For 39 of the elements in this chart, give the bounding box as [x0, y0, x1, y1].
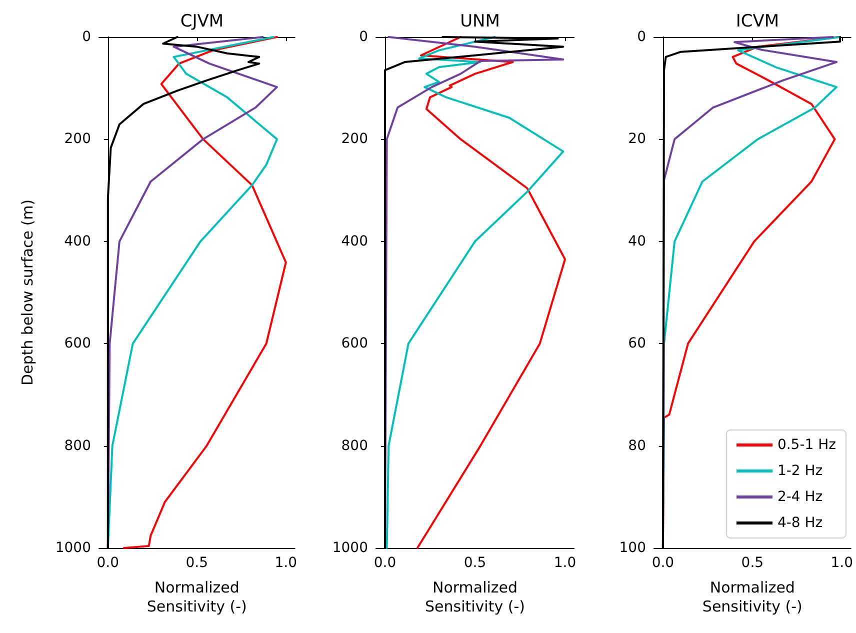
y-tick-label: 1000 — [55, 540, 91, 556]
x-tick-label: 0.5 — [741, 555, 764, 571]
x-axis-title: Normalized Sensitivity (-) — [146, 578, 247, 616]
y-tick-label: 1000 — [332, 540, 368, 556]
x-tick-label: 1.0 — [274, 555, 297, 571]
y-tick-label: 0 — [637, 29, 646, 45]
y-tick-label: 200 — [64, 131, 91, 148]
y-tick-label: 600 — [64, 336, 91, 352]
legend-label: 0.5-1 Hz — [777, 437, 836, 453]
y-tick-label: 400 — [341, 233, 368, 250]
legend-label: 1-2 Hz — [777, 463, 823, 479]
y-tick-label: 100 — [619, 540, 646, 556]
chart-title: UNM — [460, 12, 500, 32]
chart-title: ICVM — [736, 12, 780, 32]
x-tick-label: 0.0 — [374, 555, 396, 571]
y-tick-label: 0 — [359, 29, 368, 45]
x-tick-label: 1.0 — [554, 555, 576, 571]
legend-label: 4-8 Hz — [777, 515, 823, 531]
x-tick-label: 0.5 — [464, 555, 486, 571]
y-tick-label: 400 — [64, 233, 91, 250]
y-tick-label: 600 — [341, 336, 368, 352]
x-tick-label: 0.0 — [96, 555, 120, 571]
x-tick-label: 1.0 — [830, 555, 853, 571]
y-axis-title: Depth below surface (m) — [18, 199, 36, 386]
y-tick-label: 40 — [628, 233, 646, 250]
x-tick-label: 0.5 — [186, 555, 208, 571]
line-series — [416, 36, 566, 549]
x-axis-title: Normalized Sensitivity (-) — [702, 578, 802, 616]
y-tick-label: 800 — [341, 438, 368, 454]
y-tick-label: 80 — [628, 438, 646, 454]
x-tick-label: 0.0 — [652, 555, 674, 571]
legend-label: 2-4 Hz — [777, 489, 823, 505]
chart-title: CJVM — [180, 12, 224, 32]
y-tick-label: 20 — [628, 131, 646, 148]
y-tick-label: 0 — [82, 29, 91, 45]
x-axis-title: Normalized Sensitivity (-) — [425, 578, 525, 616]
y-tick-label: 800 — [64, 438, 91, 454]
y-tick-label: 200 — [341, 131, 368, 148]
y-tick-label: 60 — [628, 336, 646, 352]
